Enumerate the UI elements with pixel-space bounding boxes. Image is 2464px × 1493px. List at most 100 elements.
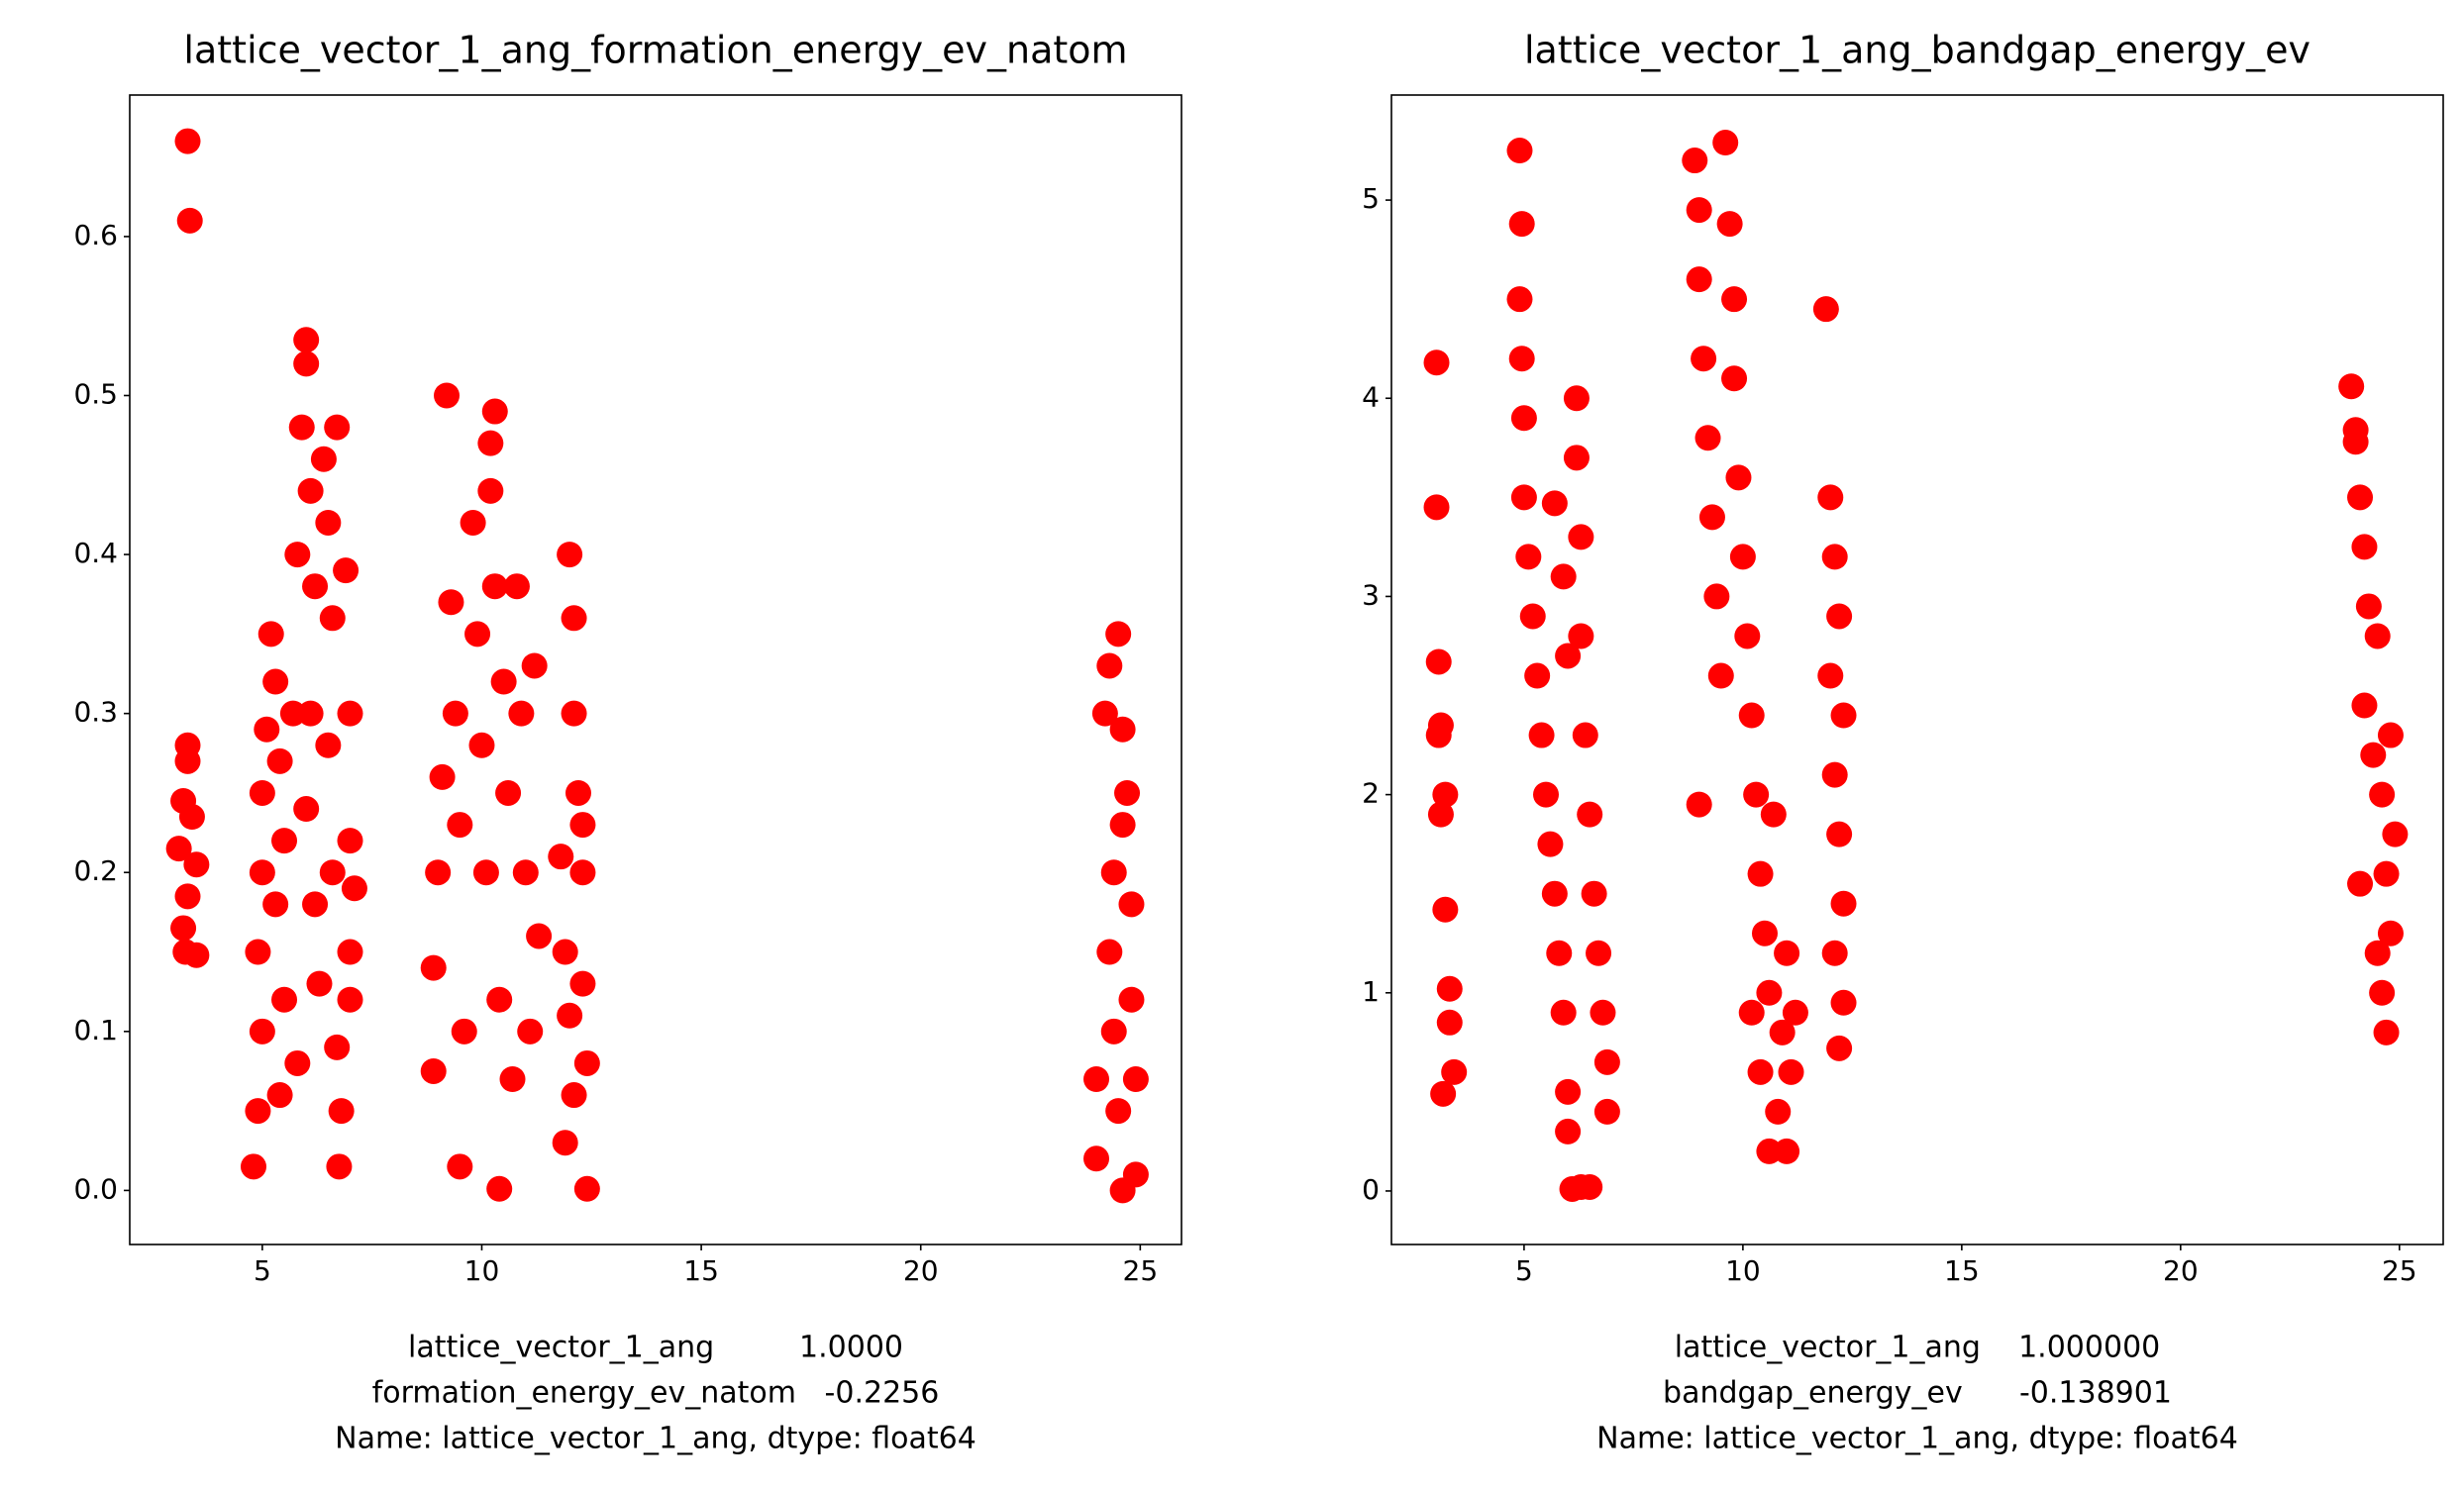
x-axis-label: lattice_vector_1_ang 1.000000 xyxy=(1675,1331,2161,1365)
point xyxy=(1830,989,1857,1016)
y-tick-label: 0.1 xyxy=(73,1014,118,1046)
point xyxy=(1821,544,1848,570)
point xyxy=(1691,346,1717,372)
x-axis-label: lattice_vector_1_ang 1.0000 xyxy=(408,1331,903,1365)
point xyxy=(245,939,271,965)
point xyxy=(447,812,473,839)
point xyxy=(271,986,298,1013)
x-axis-label: Name: lattice_vector_1_ang, dtype: float… xyxy=(335,1422,976,1456)
point xyxy=(1083,1145,1110,1172)
point xyxy=(1734,623,1761,649)
point xyxy=(1432,896,1459,923)
point xyxy=(552,1130,578,1156)
point xyxy=(1550,999,1577,1026)
point xyxy=(1712,130,1739,156)
point xyxy=(266,747,293,774)
point xyxy=(1524,662,1551,689)
point xyxy=(434,382,461,409)
point xyxy=(315,732,342,758)
point xyxy=(1519,603,1546,630)
chart-title: lattice_vector_1_ang_bandgap_energy_ev xyxy=(1524,29,2310,72)
point xyxy=(183,942,210,968)
point xyxy=(1725,464,1752,491)
point xyxy=(2369,781,2396,808)
point xyxy=(1586,940,1612,966)
plot-frame xyxy=(1390,94,2444,1245)
point xyxy=(1577,801,1603,828)
point xyxy=(165,836,192,862)
point xyxy=(557,542,583,568)
x-axis-label: formation_energy_ev_natom -0.2256 xyxy=(372,1376,940,1411)
y-tick-label: 4 xyxy=(1362,380,1380,413)
y-tick-label: 0.3 xyxy=(73,696,118,729)
point xyxy=(257,621,284,647)
point xyxy=(1423,349,1450,376)
point xyxy=(1756,979,1783,1006)
point xyxy=(183,851,210,878)
point xyxy=(1541,880,1568,907)
point xyxy=(284,1049,311,1076)
point xyxy=(1555,643,1582,669)
point xyxy=(517,1018,544,1045)
point xyxy=(420,1057,447,1084)
point xyxy=(262,668,289,695)
point xyxy=(1821,761,1848,788)
x-axis-label: Name: lattice_vector_1_ang, dtype: float… xyxy=(1596,1422,2238,1456)
point xyxy=(429,763,456,790)
point xyxy=(2377,920,2404,946)
point xyxy=(1682,148,1708,174)
point xyxy=(1546,940,1573,966)
point xyxy=(451,1018,477,1045)
x-tick-label: 25 xyxy=(1123,1254,1159,1287)
point xyxy=(176,207,203,234)
point xyxy=(1747,860,1774,887)
point xyxy=(569,970,596,997)
point xyxy=(2347,484,2374,511)
point xyxy=(1593,1098,1620,1125)
point xyxy=(1694,425,1721,451)
point xyxy=(1729,544,1756,570)
point xyxy=(508,700,535,727)
point xyxy=(2351,692,2378,719)
point xyxy=(1114,779,1141,806)
point xyxy=(499,1065,526,1092)
point xyxy=(1118,891,1145,918)
point xyxy=(472,859,499,886)
point xyxy=(1100,1018,1127,1045)
point xyxy=(1581,880,1607,907)
point xyxy=(565,779,591,806)
point xyxy=(477,477,504,504)
point xyxy=(569,812,596,839)
point xyxy=(1109,1177,1136,1204)
point xyxy=(315,509,342,536)
x-tick-label: 5 xyxy=(254,1254,271,1287)
x-tick-label: 25 xyxy=(2382,1254,2417,1287)
point xyxy=(174,883,201,910)
chart-title: lattice_vector_1_ang_formation_energy_ev… xyxy=(183,29,1127,72)
point xyxy=(293,796,320,823)
point xyxy=(1105,1098,1132,1125)
point xyxy=(1738,702,1765,729)
point xyxy=(561,605,587,632)
point xyxy=(1747,1058,1774,1085)
point xyxy=(561,1082,587,1109)
point xyxy=(1703,583,1730,610)
point xyxy=(249,779,275,806)
point xyxy=(442,700,468,727)
y-tick-label: 3 xyxy=(1362,578,1380,611)
point xyxy=(1686,791,1712,818)
y-tick-label: 1 xyxy=(1362,975,1380,1008)
point xyxy=(170,915,197,942)
point xyxy=(1109,716,1136,743)
point xyxy=(438,589,464,616)
point xyxy=(573,1175,600,1202)
point xyxy=(306,970,333,997)
point xyxy=(1593,1048,1620,1075)
point xyxy=(174,128,201,154)
point xyxy=(174,747,201,774)
point xyxy=(337,700,363,727)
point xyxy=(1563,445,1590,471)
y-tick-label: 0 xyxy=(1362,1173,1380,1206)
point xyxy=(1760,801,1787,828)
